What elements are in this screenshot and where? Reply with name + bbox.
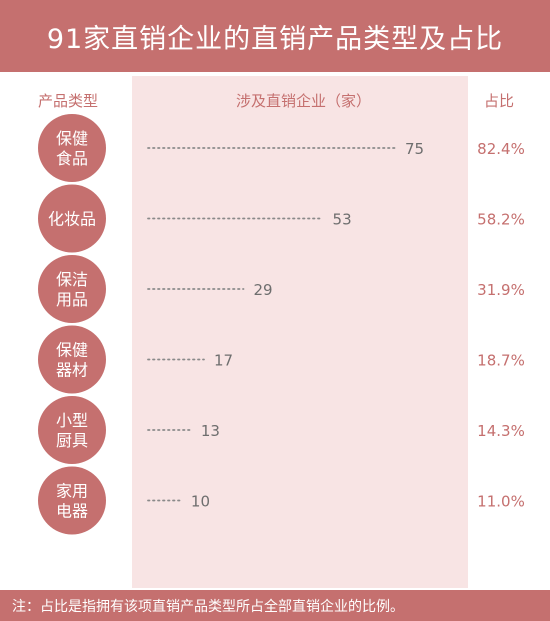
value-label: 75	[405, 140, 424, 158]
category-label: 小型	[56, 411, 88, 430]
footer-note-bar: 注：占比是指拥有该项直销产品类型所占全部直销企业的比例。	[0, 590, 550, 621]
category-label: 电器	[56, 502, 88, 521]
share-label: 18.7%	[477, 352, 525, 370]
category-label: 保洁	[56, 270, 88, 289]
category-label: 家用	[56, 482, 88, 501]
value-label: 53	[333, 211, 352, 229]
category-label: 保健	[56, 341, 88, 360]
value-label: 29	[254, 281, 273, 299]
count-column-band	[132, 76, 468, 588]
footer-note: 注：占比是指拥有该项直销产品类型所占全部直销企业的比例。	[12, 598, 404, 615]
title-bar: 91家直销企业的直销产品类型及占比	[0, 0, 550, 72]
share-label: 31.9%	[477, 281, 525, 299]
category-circle	[38, 184, 106, 253]
share-label: 58.2%	[477, 211, 525, 229]
category-circle	[38, 325, 106, 394]
value-label: 10	[191, 493, 210, 511]
category-label: 保健	[56, 129, 88, 148]
share-label: 82.4%	[477, 140, 525, 158]
header-category: 产品类型	[38, 92, 99, 110]
page-title: 91家直销企业的直销产品类型及占比	[46, 23, 504, 55]
category-label: 用品	[56, 290, 88, 309]
category-label: 器材	[56, 361, 88, 380]
category-label: 食品	[56, 149, 88, 168]
category-label: 厨具	[56, 431, 88, 450]
category-label: 化妆品	[48, 210, 96, 229]
value-label: 17	[214, 352, 233, 370]
category-circle	[38, 255, 106, 323]
value-label: 13	[201, 422, 220, 440]
category-circle	[38, 114, 106, 182]
header-count: 涉及直销企业（家）	[236, 92, 372, 110]
share-label: 14.3%	[477, 422, 525, 440]
share-label: 11.0%	[477, 493, 525, 511]
header-share: 占比	[484, 92, 515, 110]
category-circle	[38, 466, 106, 535]
category-circle	[38, 396, 106, 464]
